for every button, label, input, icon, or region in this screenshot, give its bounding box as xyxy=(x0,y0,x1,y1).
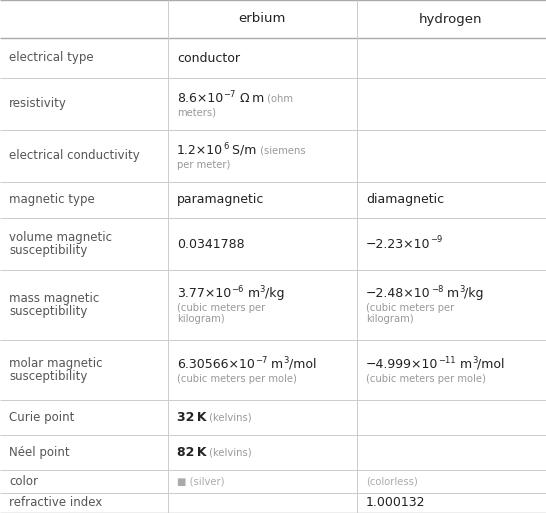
Text: (colorless): (colorless) xyxy=(366,477,418,486)
Text: electrical type: electrical type xyxy=(9,51,93,65)
Text: magnetic type: magnetic type xyxy=(9,193,95,207)
Text: −7: −7 xyxy=(223,90,236,98)
Text: (ohm: (ohm xyxy=(264,93,293,103)
Text: (siemens: (siemens xyxy=(257,145,306,155)
Text: 6.30566×10: 6.30566×10 xyxy=(177,358,255,371)
Text: (cubic meters per: (cubic meters per xyxy=(366,303,454,313)
Text: −2.23×10: −2.23×10 xyxy=(366,238,430,250)
Text: mass magnetic: mass magnetic xyxy=(9,292,99,305)
Text: −9: −9 xyxy=(430,235,443,245)
Text: −4.999×10: −4.999×10 xyxy=(366,358,438,371)
Text: kilogram): kilogram) xyxy=(366,314,414,324)
Text: m: m xyxy=(443,287,459,300)
Text: /mol: /mol xyxy=(477,358,505,371)
Text: m: m xyxy=(244,287,260,300)
Text: erbium: erbium xyxy=(238,12,286,26)
Text: 3: 3 xyxy=(283,356,289,365)
Text: per meter): per meter) xyxy=(177,160,230,170)
Text: color: color xyxy=(9,475,38,488)
Text: molar magnetic: molar magnetic xyxy=(9,357,103,370)
Text: 3.77×10: 3.77×10 xyxy=(177,287,232,300)
Text: −6: −6 xyxy=(232,285,244,294)
Text: susceptibility: susceptibility xyxy=(9,305,87,318)
Text: −11: −11 xyxy=(438,356,456,365)
Text: 3: 3 xyxy=(472,356,477,365)
Text: −7: −7 xyxy=(255,356,267,365)
Text: electrical conductivity: electrical conductivity xyxy=(9,149,140,163)
Text: 3: 3 xyxy=(260,285,265,294)
Text: m: m xyxy=(456,358,472,371)
Text: susceptibility: susceptibility xyxy=(9,370,87,383)
Text: Néel point: Néel point xyxy=(9,446,70,459)
Text: meters): meters) xyxy=(177,108,216,117)
Text: 1.2×10: 1.2×10 xyxy=(177,144,223,157)
Text: ■ (silver): ■ (silver) xyxy=(177,477,224,486)
Text: m: m xyxy=(267,358,283,371)
Text: volume magnetic: volume magnetic xyxy=(9,231,112,244)
Text: refractive index: refractive index xyxy=(9,497,102,509)
Text: susceptibility: susceptibility xyxy=(9,244,87,257)
Text: conductor: conductor xyxy=(177,51,240,65)
Text: (cubic meters per mole): (cubic meters per mole) xyxy=(366,373,486,384)
Text: Curie point: Curie point xyxy=(9,411,74,424)
Text: resistivity: resistivity xyxy=(9,97,67,110)
Text: hydrogen: hydrogen xyxy=(419,12,483,26)
Text: /mol: /mol xyxy=(289,358,316,371)
Text: paramagnetic: paramagnetic xyxy=(177,193,264,207)
Text: (cubic meters per: (cubic meters per xyxy=(177,303,265,313)
Text: 1.000132: 1.000132 xyxy=(366,497,425,509)
Text: kilogram): kilogram) xyxy=(177,314,224,324)
Text: 0.0341788: 0.0341788 xyxy=(177,238,245,250)
Text: Ω m: Ω m xyxy=(236,92,264,105)
Text: /kg: /kg xyxy=(465,287,484,300)
Text: 82 K: 82 K xyxy=(177,446,206,459)
Text: (cubic meters per mole): (cubic meters per mole) xyxy=(177,373,297,384)
Text: 6: 6 xyxy=(223,142,228,151)
Text: (kelvins): (kelvins) xyxy=(206,412,252,423)
Text: 8.6×10: 8.6×10 xyxy=(177,92,223,105)
Text: (kelvins): (kelvins) xyxy=(206,447,252,458)
Text: −8: −8 xyxy=(431,285,443,294)
Text: −2.48×10: −2.48×10 xyxy=(366,287,431,300)
Text: 32 K: 32 K xyxy=(177,411,206,424)
Text: /kg: /kg xyxy=(265,287,284,300)
Text: diamagnetic: diamagnetic xyxy=(366,193,444,207)
Text: 3: 3 xyxy=(459,285,465,294)
Text: S/m: S/m xyxy=(228,144,257,157)
